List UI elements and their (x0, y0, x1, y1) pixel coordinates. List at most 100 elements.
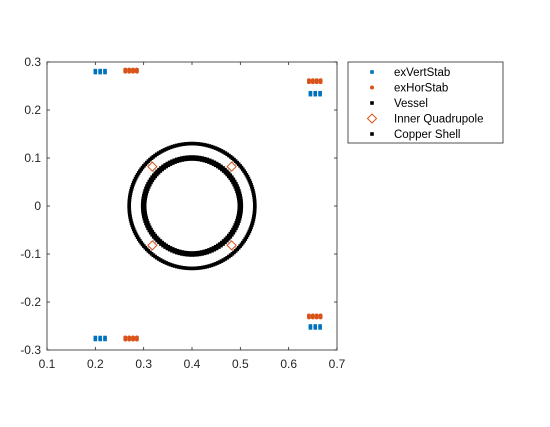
data-point (308, 326, 313, 330)
data-point (123, 337, 128, 342)
data-point (185, 250, 189, 255)
data-point (127, 208, 132, 213)
data-point (192, 157, 197, 161)
data-point (237, 216, 242, 221)
data-point (239, 206, 244, 211)
data-point (252, 195, 257, 200)
data-point (238, 211, 243, 216)
data-point (98, 337, 102, 342)
data-point (182, 250, 187, 255)
data-point (248, 180, 253, 185)
data-point (238, 196, 243, 201)
data-point (175, 248, 180, 253)
legend-label: Copper Shell (394, 129, 460, 141)
data-point (192, 251, 197, 255)
data-point (147, 161, 158, 172)
data-point (194, 266, 199, 271)
series-exhorstab (123, 67, 323, 342)
data-point (143, 219, 147, 223)
data-point (132, 178, 137, 183)
data-point (151, 235, 156, 239)
data-point (223, 167, 227, 172)
data-point (143, 194, 148, 199)
x-tick-label: 0.7 (329, 357, 346, 371)
data-point (185, 252, 189, 257)
data-point (131, 225, 135, 230)
data-point (179, 265, 183, 270)
data-point (226, 236, 231, 241)
data-point (219, 259, 224, 263)
data-point (93, 335, 98, 340)
data-point (236, 186, 240, 191)
data-point (143, 211, 148, 216)
data-point (157, 167, 161, 172)
data-point (147, 240, 158, 251)
data-point (221, 150, 226, 154)
data-point (195, 157, 199, 162)
legend-entries: exVertStab exHorStab Vessel Inner Quadrupol… (366, 67, 484, 141)
data-point (172, 144, 177, 148)
data-point (204, 159, 209, 164)
data-point (148, 177, 153, 182)
data-point (232, 179, 237, 184)
legend-entry: Vessel (370, 98, 428, 110)
data-point (187, 253, 192, 257)
data-marks (93, 67, 323, 342)
data-point (127, 202, 132, 206)
data-point (235, 184, 239, 188)
data-point (190, 141, 194, 146)
data-point (141, 194, 146, 198)
data-point (175, 159, 180, 164)
data-point (318, 326, 322, 330)
data-point (103, 68, 107, 73)
data-point (236, 194, 241, 199)
data-point (158, 258, 163, 262)
data-point (127, 210, 132, 215)
data-point (170, 263, 175, 268)
data-point (134, 337, 139, 342)
data-point (170, 248, 174, 253)
data-point (179, 252, 184, 256)
data-point (130, 184, 135, 189)
data-point (166, 262, 171, 266)
data-point (93, 337, 98, 342)
data-point (250, 187, 255, 191)
data-point (131, 227, 136, 232)
series-exvertstab (93, 68, 322, 342)
data-point (205, 250, 210, 255)
series-copper-shell (127, 141, 257, 271)
data-point (172, 264, 177, 268)
data-point (155, 255, 159, 260)
data-point (93, 68, 98, 73)
data-point (143, 196, 148, 201)
data-point (174, 143, 179, 148)
data-point (180, 250, 184, 254)
data-point (244, 173, 249, 177)
data-point (159, 242, 163, 246)
data-point (219, 149, 224, 153)
data-point (147, 228, 152, 233)
data-point (211, 145, 216, 150)
data-point (129, 187, 134, 191)
data-point (230, 232, 234, 237)
data-point (226, 240, 237, 251)
data-point (231, 177, 236, 182)
data-point (165, 246, 170, 251)
data-point (249, 223, 254, 228)
data-point (235, 224, 239, 228)
data-point (202, 251, 207, 256)
data-point (192, 253, 197, 257)
x-tick-label: 0.4 (184, 357, 201, 371)
data-point (237, 206, 242, 211)
data-point (130, 223, 135, 228)
data-point (127, 204, 131, 208)
y-tick-label: 0.1 (24, 151, 41, 165)
data-point (308, 90, 313, 95)
data-point (318, 92, 322, 97)
data-point (174, 264, 179, 269)
data-point (168, 262, 173, 267)
data-point (131, 180, 136, 185)
data-point (235, 192, 240, 196)
data-point (151, 173, 156, 177)
data-point (129, 221, 134, 225)
